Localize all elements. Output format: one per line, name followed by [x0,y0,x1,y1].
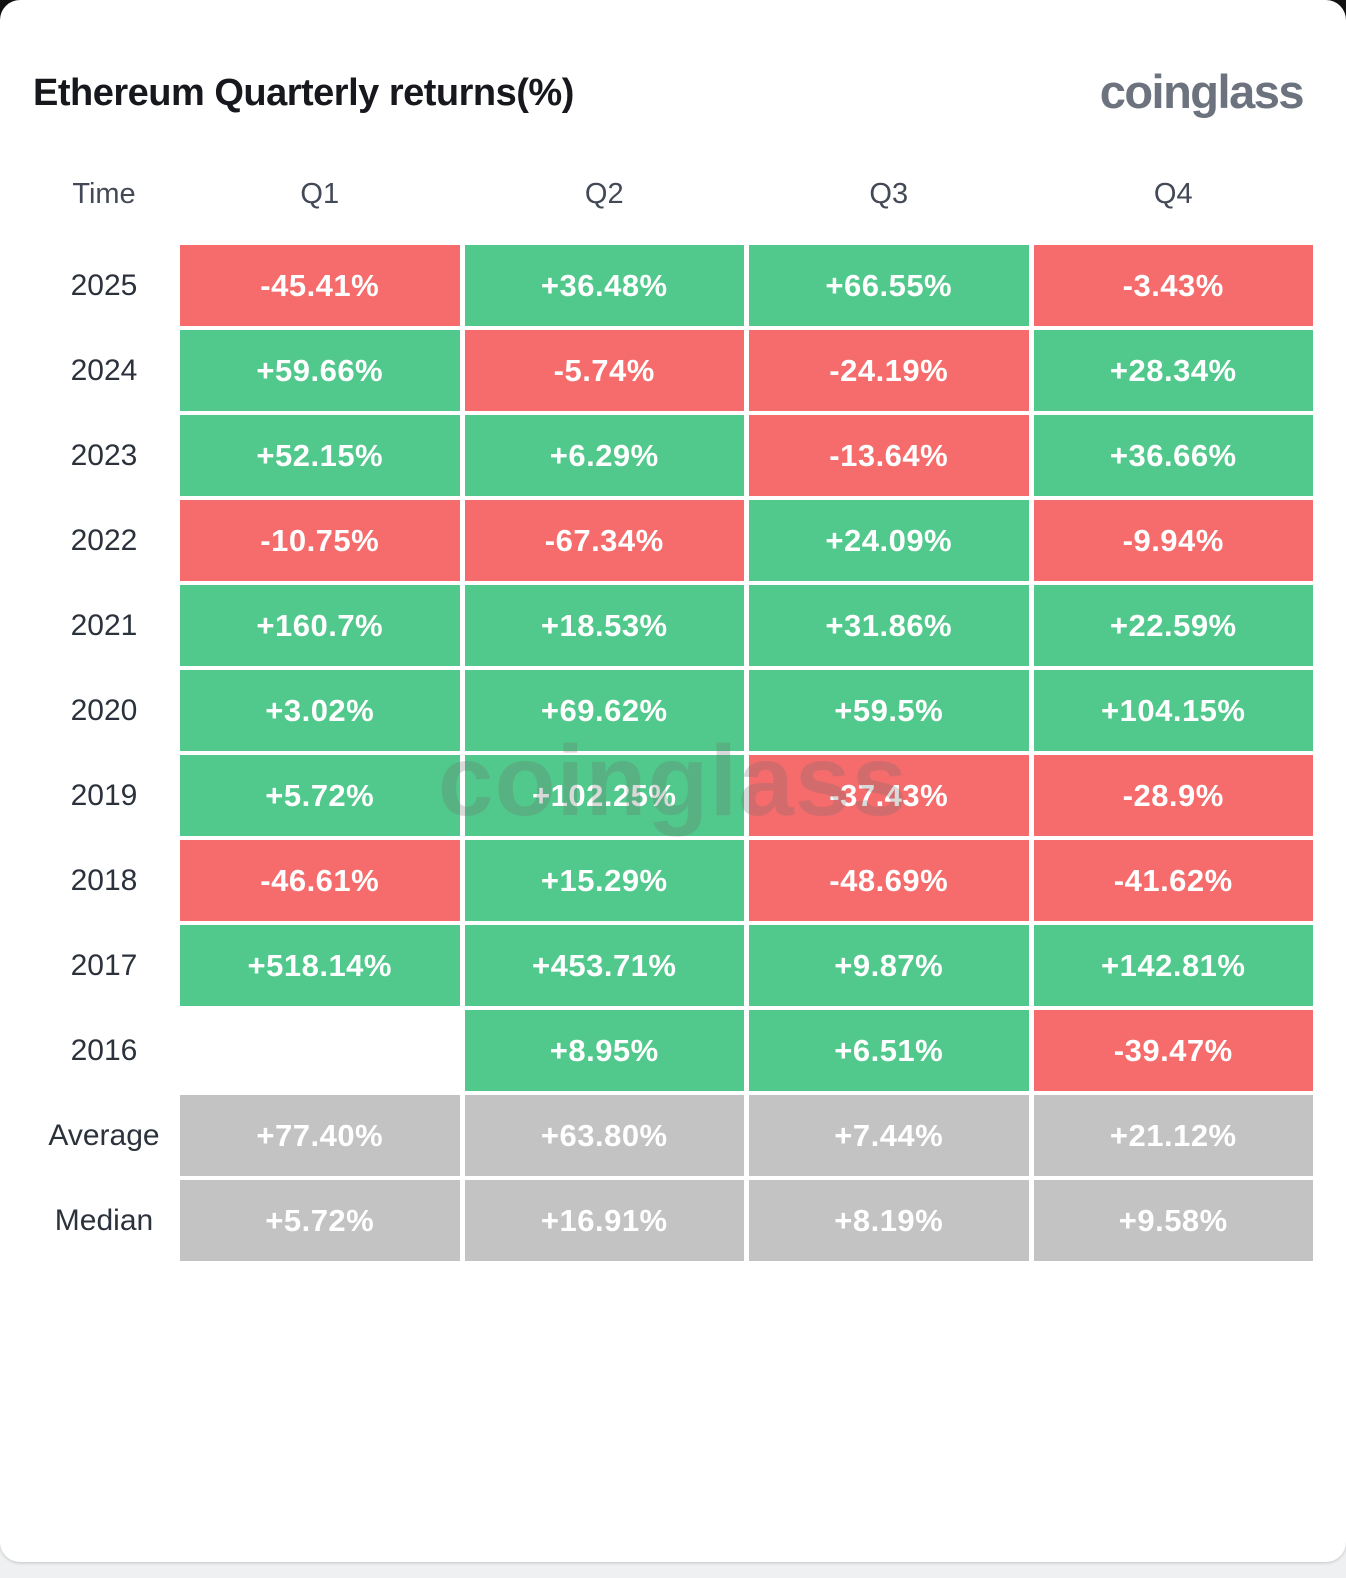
return-cell: +102.25% [464,755,744,836]
return-cell: +6.51% [749,1010,1029,1091]
return-cell: +5.72% [180,755,460,836]
return-cell [180,1010,460,1091]
return-cell: +59.5% [749,670,1029,751]
return-cell: -39.47% [1033,1010,1313,1091]
return-cell: +9.87% [749,925,1029,1006]
return-cell: +69.62% [464,670,744,751]
return-cell: -3.43% [1033,245,1313,326]
quarter-column-header: Q2 [584,178,624,210]
return-cell: -5.74% [464,330,744,411]
row-label: Average [48,1118,160,1152]
row-label: Median [54,1203,154,1237]
row-label: 2017 [70,948,138,982]
summary-cell: +7.44% [749,1095,1029,1176]
row-label: 2018 [70,863,138,897]
return-cell: -9.94% [1033,500,1313,581]
return-cell: -48.69% [749,840,1029,921]
summary-cell: +5.72% [180,1180,460,1261]
return-cell: +22.59% [1033,585,1313,666]
time-column-header: Time [72,178,136,210]
return-cell: -45.41% [180,245,460,326]
coinglass-logo: coinglass [1099,65,1305,118]
summary-cell: +8.19% [749,1180,1029,1261]
return-cell: +8.95% [464,1010,744,1091]
return-cell: +59.66% [180,330,460,411]
return-cell: +31.86% [749,585,1029,666]
return-cell: +3.02% [180,670,460,751]
return-cell: +142.81% [1033,925,1313,1006]
row-label: 2020 [70,693,138,727]
return-cell: -10.75% [180,500,460,581]
return-cell: +36.66% [1033,415,1313,496]
return-cell: +66.55% [749,245,1029,326]
return-cell: -46.61% [180,840,460,921]
return-cell: +28.34% [1033,330,1313,411]
return-cell: -67.34% [464,500,744,581]
return-cell: +18.53% [464,585,744,666]
return-cell: -37.43% [749,755,1029,836]
row-label: 2024 [70,353,138,387]
summary-cell: +63.80% [464,1095,744,1176]
return-cell: +518.14% [180,925,460,1006]
returns-grid: 2025 -45.41% +36.48% +66.55% -3.43% 2024 +59.6… [33,245,1313,1261]
return-cell: -28.9% [1033,755,1313,836]
row-label: 2016 [70,1033,138,1067]
row-label: 2023 [70,438,138,472]
row-label: 2025 [70,268,138,302]
return-cell: -24.19% [749,330,1029,411]
row-label: 2022 [70,523,138,557]
return-cell: +52.15% [180,415,460,496]
return-cell: +160.7% [180,585,460,666]
return-cell: +24.09% [749,500,1029,581]
row-label: 2021 [70,608,138,642]
return-cell: +104.15% [1033,670,1313,751]
column-headers: Time Q1 Q2 Q3 Q4 [33,178,1313,211]
header-bar: Ethereum Quarterly returns(%) coinglass [33,0,1313,116]
return-cell: +6.29% [464,415,744,496]
return-cell: +453.71% [464,925,744,1006]
quarter-column-header: Q3 [869,178,909,210]
page-title: Ethereum Quarterly returns(%) [33,72,574,114]
quarter-column-header: Q4 [1153,178,1193,210]
row-label: 2019 [70,778,138,812]
summary-cell: +21.12% [1033,1095,1313,1176]
return-cell: -13.64% [749,415,1029,496]
summary-cell: +16.91% [464,1180,744,1261]
summary-cell: +9.58% [1033,1180,1313,1261]
return-cell: +36.48% [464,245,744,326]
quarter-column-header: Q1 [300,178,340,210]
summary-cell: +77.40% [180,1095,460,1176]
return-cell: -41.62% [1033,840,1313,921]
return-cell: +15.29% [464,840,744,921]
